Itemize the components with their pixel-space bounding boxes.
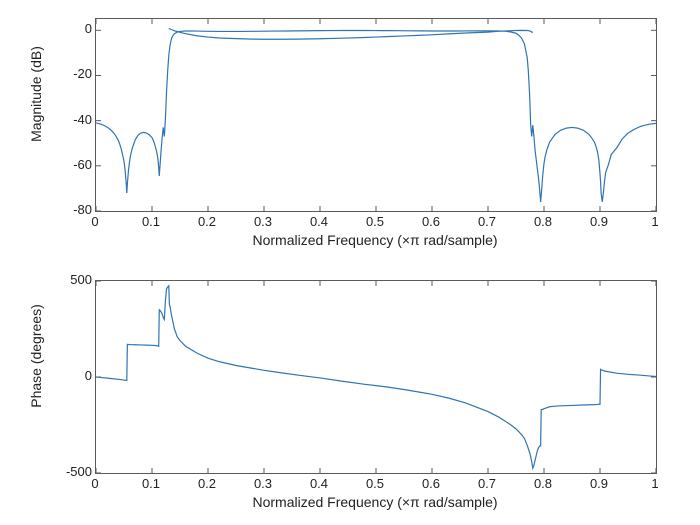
phase-xlabel: Normalized Frequency (×π rad/sample) — [95, 494, 655, 510]
phase-xtick-label: 0.1 — [126, 476, 176, 491]
magnitude-xlabel: Normalized Frequency (×π rad/sample) — [95, 232, 655, 248]
magnitude-plot-area — [95, 18, 657, 212]
magnitude-xtick-label: 0.9 — [574, 214, 624, 229]
phase-xtick-label: 0.7 — [462, 476, 512, 491]
phase-xtick-label: 0.4 — [294, 476, 344, 491]
magnitude-xtick-label: 0.2 — [182, 214, 232, 229]
magnitude-xtick-label: 0.1 — [126, 214, 176, 229]
magnitude-xtick-label: 0.7 — [462, 214, 512, 229]
phase-ytick-label: 500 — [37, 272, 92, 287]
tick-marks — [96, 19, 656, 211]
phase-plot-area — [95, 280, 657, 474]
phase-ylabel: Phase (degrees) — [28, 281, 44, 431]
magnitude-ytick-label: -20 — [37, 66, 92, 81]
phase-xtick-label: 0.9 — [574, 476, 624, 491]
phase-xtick-label: 0.5 — [350, 476, 400, 491]
magnitude-xtick-label: 0.4 — [294, 214, 344, 229]
phase-svg — [96, 281, 656, 473]
magnitude-xtick-label: 0.8 — [518, 214, 568, 229]
magnitude-svg — [96, 19, 656, 211]
tick-marks — [96, 281, 656, 473]
magnitude-xtick-label: 1 — [630, 214, 680, 229]
phase-trace — [96, 286, 656, 468]
magnitude-xtick-label: 0.3 — [238, 214, 288, 229]
magnitude-xtick-label: 0.6 — [406, 214, 456, 229]
phase-xtick-label: 1 — [630, 476, 680, 491]
phase-xtick-label: 0.6 — [406, 476, 456, 491]
phase-xtick-label: 0.2 — [182, 476, 232, 491]
magnitude-ytick-label: -80 — [37, 202, 92, 217]
phase-ytick-label: 0 — [37, 368, 92, 383]
phase-ytick-label: -500 — [37, 464, 92, 479]
magnitude-ytick-label: 0 — [37, 21, 92, 36]
figure: Magnitude (dB) Normalized Frequency (×π … — [0, 0, 700, 525]
phase-xtick-label: 0.8 — [518, 476, 568, 491]
magnitude-ylabel: Magnitude (dB) — [28, 19, 44, 169]
phase-xtick-label: 0.3 — [238, 476, 288, 491]
magnitude-ytick-label: -40 — [37, 112, 92, 127]
magnitude-ytick-label: -60 — [37, 157, 92, 172]
magnitude-xtick-label: 0.5 — [350, 214, 400, 229]
magnitude-trace — [96, 31, 656, 202]
